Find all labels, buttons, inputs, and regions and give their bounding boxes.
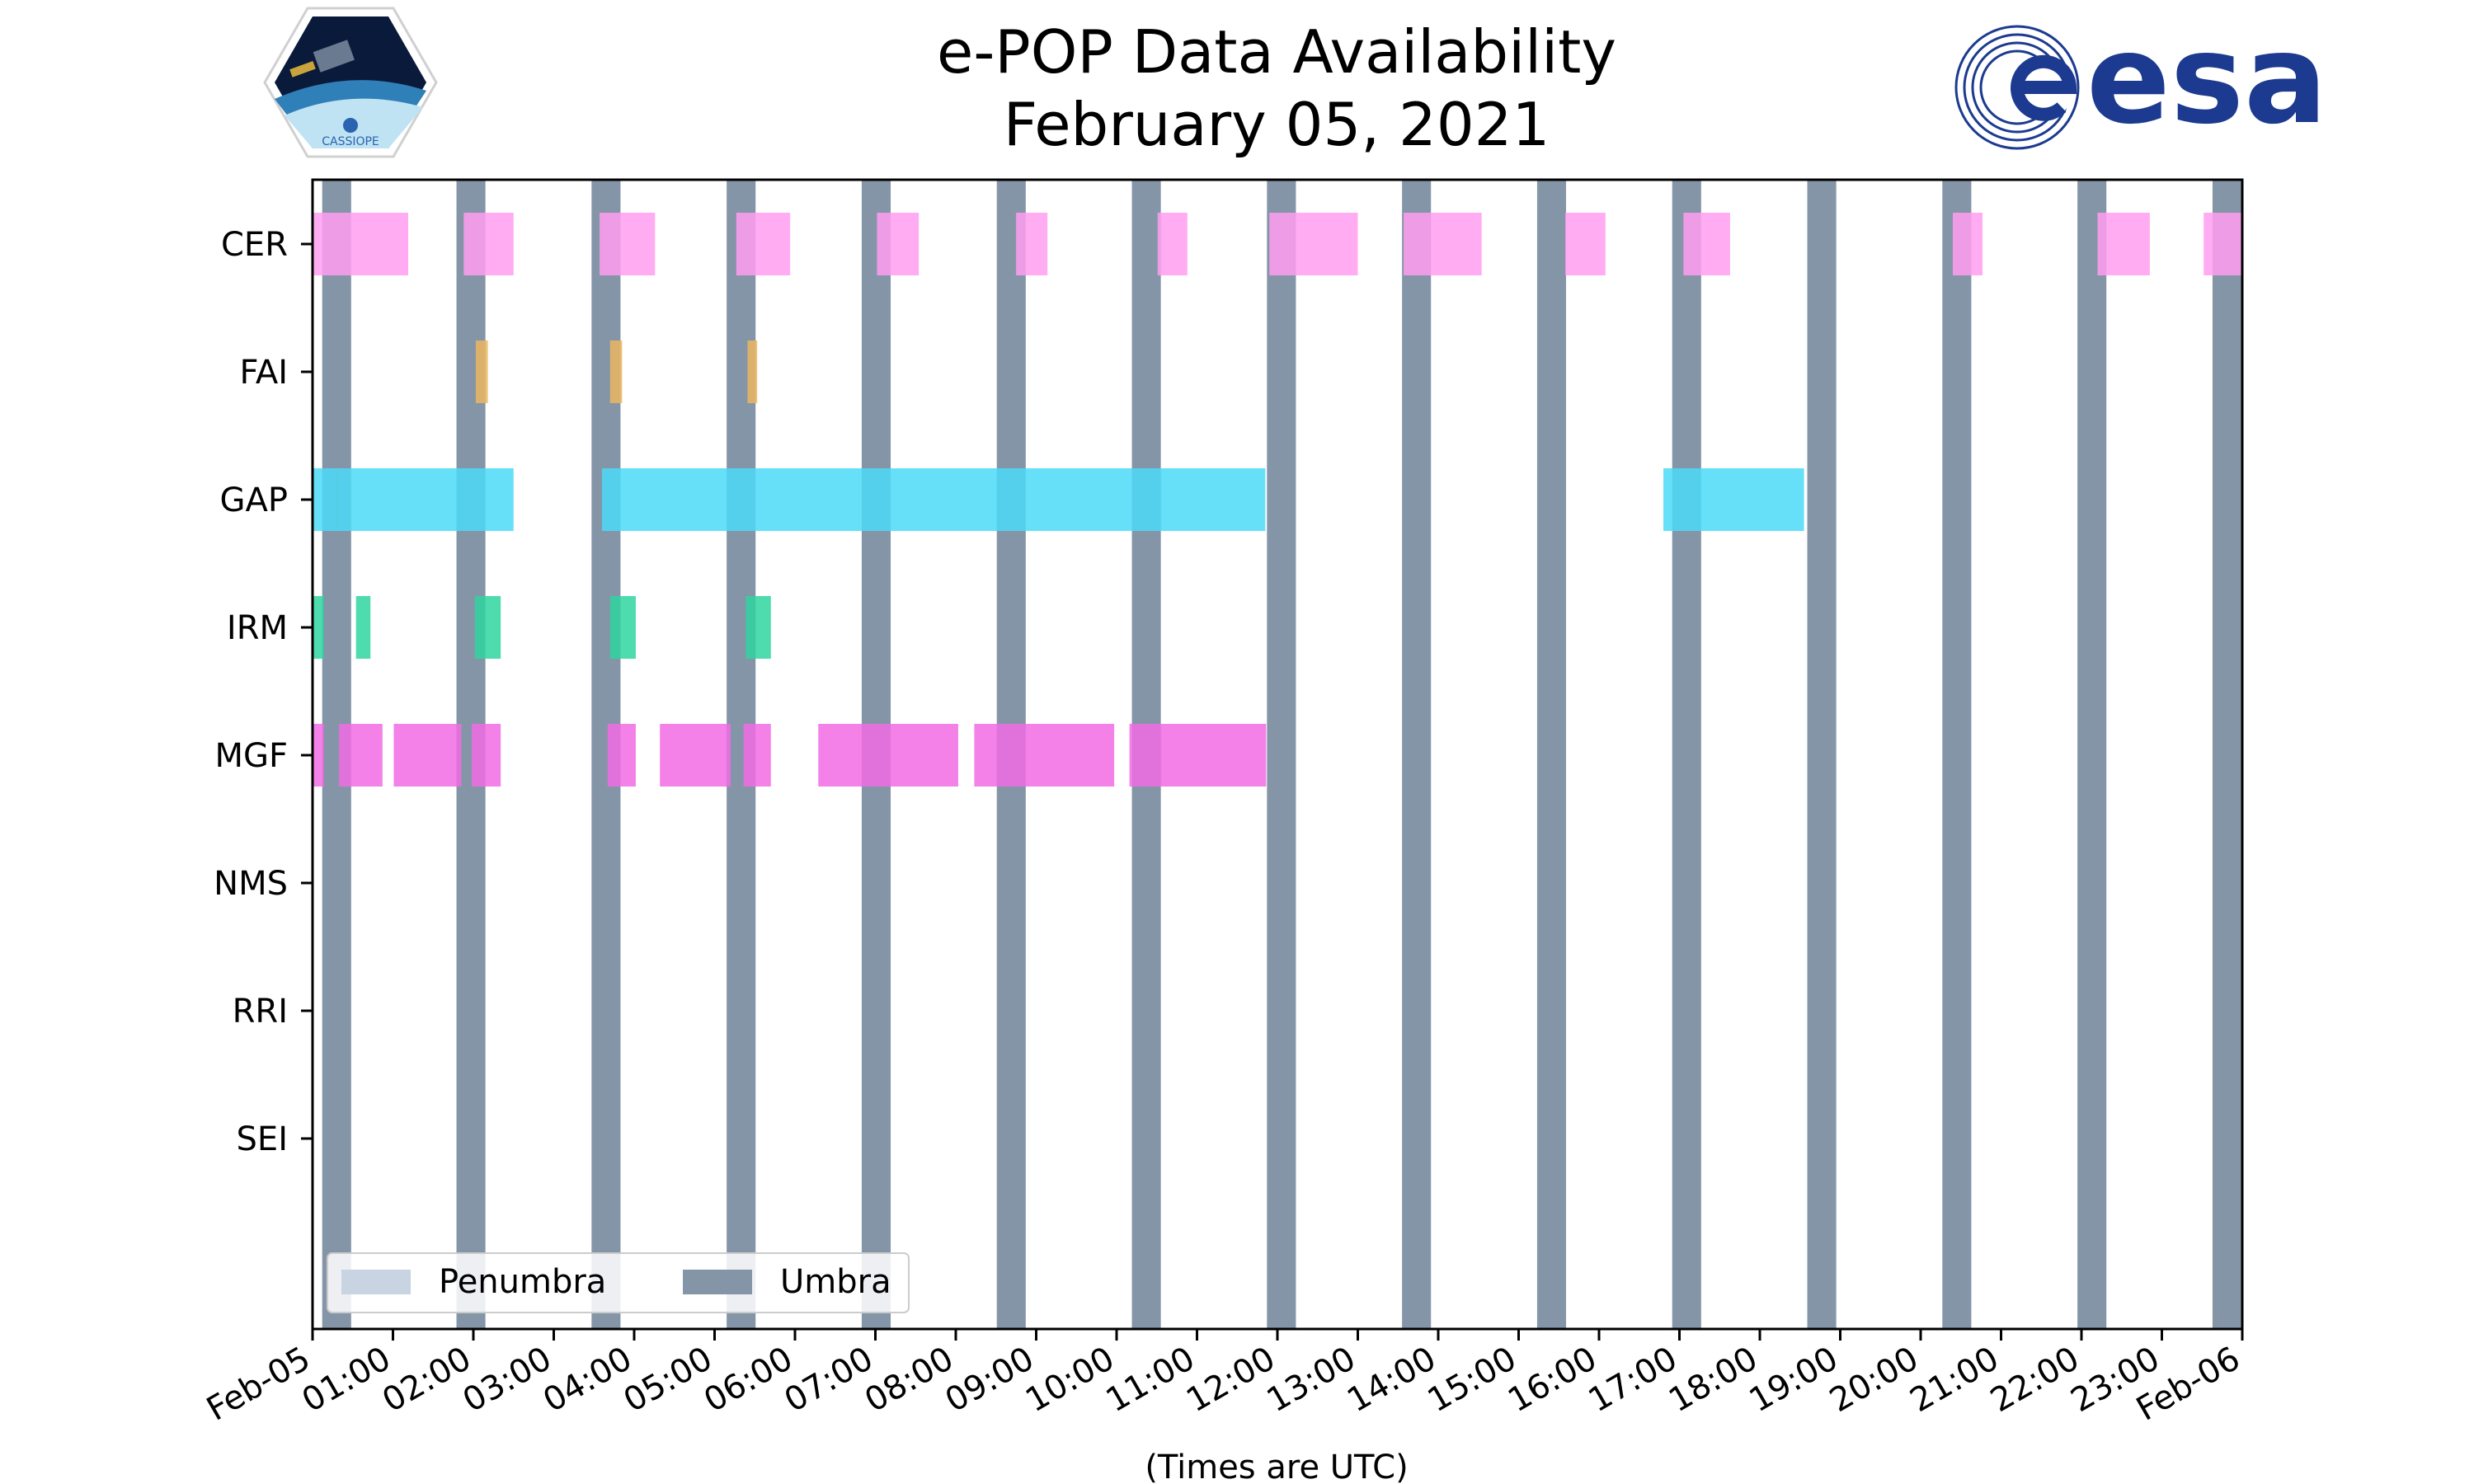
interval-cer-10 [1683, 213, 1730, 275]
chart-title-line2: February 05, 2021 [1004, 90, 1550, 159]
x-tick-label-15: 15:00 [1422, 1340, 1523, 1420]
y-tick-label-cer: CER [221, 226, 288, 264]
x-tick-label-5: 05:00 [618, 1340, 719, 1420]
interval-gap-2 [602, 468, 1266, 531]
umbra-band-8 [1402, 180, 1432, 1329]
legend: Penumbra Umbra [327, 1252, 910, 1313]
umbra-band-9 [1536, 180, 1567, 1329]
interval-gap-1 [336, 468, 514, 531]
y-tick-label-fai: FAI [240, 354, 289, 392]
x-tick-label-7: 07:00 [778, 1340, 880, 1420]
x-tick-label-3: 03:00 [457, 1340, 558, 1420]
interval-cer-3 [736, 213, 791, 275]
interval-gap-0 [313, 468, 337, 531]
interval-fai-2 [747, 340, 758, 403]
interval-mgf-6 [743, 724, 771, 787]
legend-label-penumbra: Penumbra [439, 1263, 606, 1301]
interval-fai-0 [475, 340, 488, 403]
umbra-band-14 [2212, 180, 2242, 1329]
x-tick-label-8: 08:00 [858, 1340, 960, 1420]
interval-cer-5 [1016, 213, 1048, 275]
y-tick-label-gap: GAP [220, 481, 288, 519]
y-tick-label-sei: SEI [237, 1120, 288, 1158]
y-tick-label-mgf: MGF [214, 737, 288, 775]
umbra-band-13 [2077, 180, 2107, 1329]
y-tick-label-nms: NMS [214, 865, 288, 903]
interval-mgf-2 [393, 724, 462, 787]
interval-cer-9 [1565, 213, 1606, 275]
legend-swatch-penumbra [341, 1270, 411, 1294]
umbra-band-12 [1942, 180, 1972, 1329]
y-tick-label-irm: IRM [227, 609, 288, 647]
interval-cer-6 [1157, 213, 1188, 275]
interval-irm-2 [474, 596, 501, 659]
interval-cer-12 [2097, 213, 2150, 275]
interval-cer-4 [877, 213, 920, 275]
x-tick-label-2: 02:00 [376, 1340, 477, 1420]
interval-mgf-9 [1129, 724, 1267, 787]
x-tick-label-19: 19:00 [1743, 1340, 1845, 1420]
plot-area: CER FAI GAP IRM MGF NMS RRI SEI Feb-0501:0002:00… [200, 178, 2246, 1429]
interval-mgf-3 [472, 724, 501, 787]
x-tick-label-4: 04:00 [537, 1340, 638, 1420]
interval-cer-0 [313, 213, 409, 275]
legend-label-umbra: Umbra [780, 1263, 891, 1301]
interval-cer-13 [2204, 213, 2242, 275]
interval-mgf-4 [607, 724, 636, 787]
interval-gap-3 [1663, 468, 1804, 531]
umbra-band-10 [1672, 180, 1701, 1329]
legend-swatch-umbra [683, 1270, 752, 1294]
interval-mgf-0 [313, 724, 324, 787]
cassiope-logo: CASSIOPE [263, 7, 438, 158]
interval-irm-1 [355, 596, 371, 659]
x-tick-label-9: 09:00 [939, 1340, 1041, 1420]
interval-cer-8 [1404, 213, 1482, 275]
interval-mgf-8 [974, 724, 1115, 787]
x-tick-label-21: 21:00 [1904, 1340, 2006, 1420]
interval-mgf-5 [660, 724, 731, 787]
y-tick-label-rri: RRI [233, 993, 288, 1031]
x-tick-label-0: Feb-05 [200, 1340, 317, 1429]
interval-irm-3 [609, 596, 636, 659]
esa-logo-mark [1954, 25, 2080, 150]
x-tick-label-22: 22:00 [1984, 1340, 2086, 1420]
interval-cer-7 [1269, 213, 1358, 275]
interval-cer-2 [600, 213, 656, 275]
interval-irm-0 [313, 596, 324, 659]
x-tick-label-11: 11:00 [1100, 1340, 1202, 1420]
interval-cer-11 [1953, 213, 1983, 275]
x-tick-label-13: 13:00 [1261, 1340, 1362, 1420]
cassiope-logo-text: CASSIOPE [322, 135, 379, 148]
x-tick-label-16: 16:00 [1502, 1340, 1603, 1420]
x-tick-label-6: 06:00 [698, 1340, 799, 1420]
interval-mgf-7 [818, 724, 958, 787]
umbra-band-11 [1807, 180, 1837, 1329]
x-tick-label-20: 20:00 [1823, 1340, 1925, 1420]
interval-cer-1 [463, 213, 514, 275]
x-tick-label-12: 12:00 [1180, 1340, 1282, 1420]
x-tick-label-18: 18:00 [1663, 1340, 1764, 1420]
x-tick-label-14: 14:00 [1341, 1340, 1442, 1420]
interval-mgf-1 [339, 724, 383, 787]
esa-logo-text: esa [2086, 8, 2327, 152]
x-axis-label: (Times are UTC) [1145, 1449, 1408, 1484]
legend-box [327, 1252, 910, 1313]
chart-title-line1: e-POP Data Availability [937, 17, 1616, 87]
x-tick-label-10: 10:00 [1019, 1340, 1121, 1420]
interval-fai-1 [609, 340, 623, 403]
esa-logo: esa [1954, 8, 2327, 152]
x-tick-label-1: 01:00 [296, 1340, 397, 1420]
umbra-band-7 [1267, 180, 1296, 1329]
x-tick-label-17: 17:00 [1583, 1340, 1684, 1420]
interval-irm-4 [745, 596, 771, 659]
